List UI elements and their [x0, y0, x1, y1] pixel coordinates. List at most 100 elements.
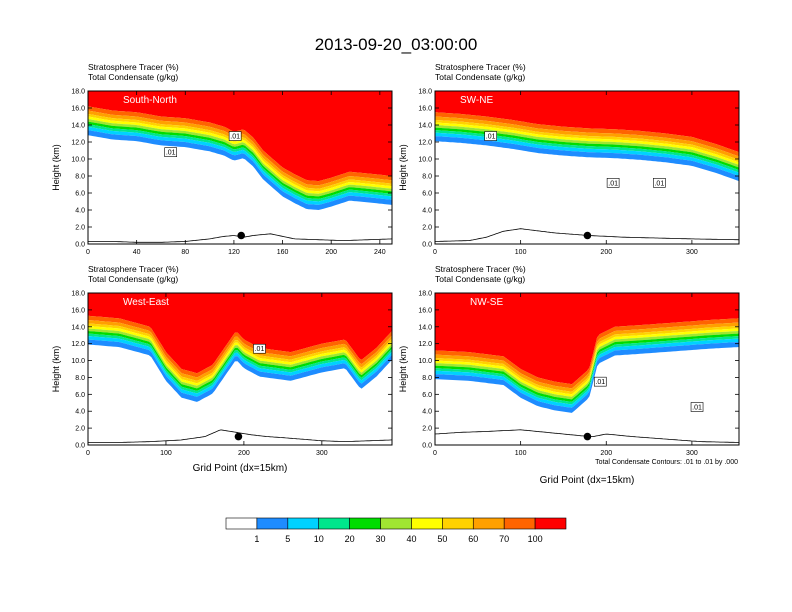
y-axis-label: Height (km) [51, 144, 61, 191]
colorbar-swatch [225, 517, 258, 530]
y-tick-label: 2.0 [75, 426, 85, 433]
plot-area: .01 .01 [88, 91, 392, 244]
panel-label: SW-NE [460, 95, 493, 106]
panel-title-line: Stratosphere Tracer (%) [435, 62, 526, 72]
y-tick-label: 6.0 [75, 392, 85, 399]
contour-label: .01 [692, 405, 702, 412]
y-tick-label: 10.0 [71, 157, 85, 164]
colorbar-swatch [411, 517, 443, 530]
stratosphere-region [435, 293, 739, 385]
contour-label-box [690, 402, 704, 412]
tracer-band [435, 122, 739, 165]
plot-frame [87, 292, 393, 446]
x-tick-label: 100 [515, 450, 527, 457]
contour-label-box [164, 147, 177, 157]
tracer-band [435, 342, 739, 413]
tracer-band [435, 328, 739, 397]
plot-area: .01 .01 .01 [435, 91, 739, 244]
tracer-band [435, 331, 739, 400]
colorbar-label: 100 [528, 534, 543, 544]
x-axis-label: Grid Point (dx=15km) [193, 463, 288, 474]
panel-title-line: Stratosphere Tracer (%) [88, 264, 179, 274]
contour-label: .01 [654, 180, 664, 187]
y-tick-label: 8.0 [75, 375, 85, 382]
y-tick-label: 10.0 [418, 358, 432, 365]
panel-label: NW-SE [470, 297, 503, 308]
colorbar-label: 50 [437, 534, 447, 544]
panel-title-line: Stratosphere Tracer (%) [435, 264, 526, 274]
panel-title-line: Stratosphere Tracer (%) [88, 62, 179, 72]
colorbar-label: 40 [406, 534, 416, 544]
y-tick-label: 14.0 [418, 123, 432, 130]
tracer-band [435, 136, 739, 182]
y-axis-label: Height (km) [398, 346, 408, 393]
x-tick-label: 40 [133, 249, 141, 256]
y-tick-label: 12.0 [71, 341, 85, 348]
x-tick-label: 300 [316, 450, 328, 457]
plot-frame [434, 90, 740, 245]
contour-label-box [484, 131, 497, 141]
colorbar-swatch [534, 517, 567, 530]
x-tick-label: 120 [228, 249, 240, 256]
contour-label: .01 [486, 134, 496, 141]
y-tick-label: 2.0 [422, 225, 432, 232]
chart-panel: .01 .01 South-North Stratosphere Tracer (%)… [51, 62, 393, 256]
x-tick-label: 240 [374, 249, 386, 256]
tracer-band [435, 119, 739, 163]
y-tick-label: 8.0 [422, 375, 432, 382]
x-tick-label: 300 [686, 450, 698, 457]
location-marker [234, 432, 243, 441]
colorbar-swatch [256, 517, 289, 530]
tracer-band [435, 125, 739, 168]
tracer-band [435, 127, 739, 171]
y-tick-label: 0.0 [422, 242, 432, 249]
y-tick-label: 14.0 [71, 324, 85, 331]
y-tick-label: 18.0 [71, 89, 85, 96]
tracer-band [88, 130, 392, 210]
chart-panel: .01 .01 .01 SW-NE Stratosphere Tracer (%)Tot… [398, 62, 740, 256]
contour-label: .01 [255, 346, 265, 353]
y-tick-label: 0.0 [422, 443, 432, 450]
stratosphere-region [88, 293, 392, 374]
tracer-band [88, 339, 392, 402]
stratosphere-region [435, 91, 739, 153]
plot-area: .01 [88, 293, 392, 445]
colorbar-swatch [380, 517, 412, 530]
panel-label: West-East [123, 297, 169, 308]
y-tick-label: 12.0 [418, 140, 432, 147]
panel-title-line: Total Condensate (g/kg) [88, 274, 178, 284]
panel-label: South-North [123, 95, 177, 106]
colorbar-label: 1 [254, 534, 259, 544]
y-tick-label: 6.0 [75, 191, 85, 198]
x-tick-label: 0 [433, 450, 437, 457]
y-tick-label: 6.0 [422, 191, 432, 198]
x-tick-label: 300 [686, 249, 698, 256]
tracer-band [88, 110, 392, 189]
y-axis-label: Height (km) [51, 346, 61, 393]
x-axis-label: Grid Point (dx=15km) [540, 475, 635, 486]
chart-panel: .01 West-East Stratosphere Tracer (%)Total… [51, 264, 393, 474]
colorbar-label: 10 [314, 534, 324, 544]
colorbar-swatch [442, 517, 474, 530]
colorbar-swatch [287, 517, 320, 530]
colorbar-label: 70 [499, 534, 509, 544]
y-tick-label: 0.0 [75, 443, 85, 450]
stratosphere-region [88, 91, 392, 182]
x-tick-label: 100 [515, 249, 527, 256]
colorbar-swatch [318, 517, 350, 530]
panel-title-line: Total Condensate (g/kg) [435, 274, 525, 284]
panel-title-line: Total Condensate (g/kg) [435, 72, 525, 82]
y-tick-label: 18.0 [71, 291, 85, 298]
plot-frame [434, 292, 740, 446]
y-tick-label: 14.0 [418, 324, 432, 331]
tracer-band [88, 315, 392, 378]
x-tick-label: 0 [86, 249, 90, 256]
y-tick-label: 14.0 [71, 123, 85, 130]
panels: .01 .01 South-North Stratosphere Tracer (%)… [51, 62, 740, 486]
figure-title: 2013-09-20_03:00:00 [315, 35, 478, 54]
x-tick-label: 200 [238, 450, 250, 457]
location-marker [237, 231, 246, 240]
tracer-band [435, 333, 739, 402]
